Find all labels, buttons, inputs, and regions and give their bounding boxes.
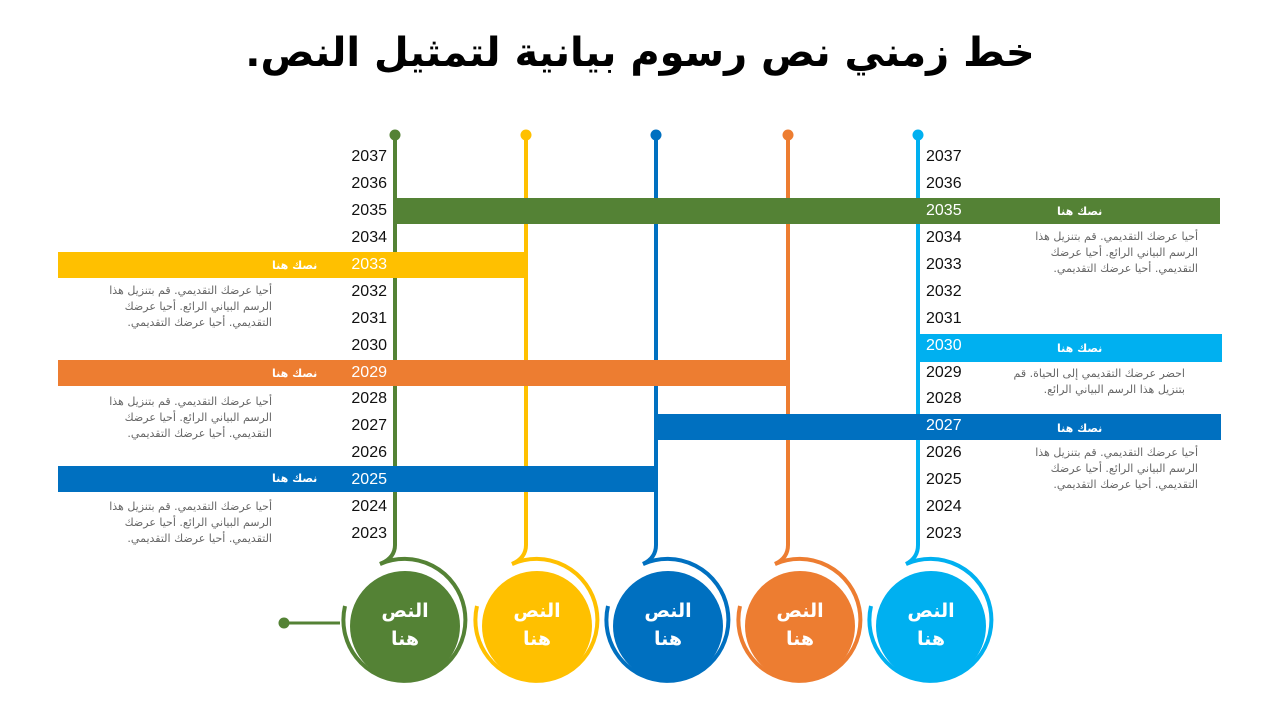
- year-right-2036: 2036: [926, 175, 962, 192]
- circle-orange-text: النص هنا: [745, 597, 855, 653]
- bar-blue-right: [656, 414, 1221, 440]
- circle-blue-ring: [604, 556, 731, 683]
- bar-blue-right-description: أحيا عرضك التقديمي. قم بتنزيل هذا الرسم …: [1035, 446, 1198, 491]
- blue-top-dot: [650, 129, 662, 141]
- green-top-dot: [389, 129, 401, 141]
- bar-yellow-label: نصك هنا: [272, 259, 317, 272]
- bar-green-description: أحيا عرضك التقديمي. قم بتنزيل هذا الرسم …: [1035, 230, 1198, 275]
- year-left-2028: 2028: [351, 390, 387, 407]
- circle-orange: [736, 556, 863, 683]
- circle-lightblue: [867, 556, 994, 683]
- bar-lightblue: [918, 334, 1222, 362]
- circle-green-ring: [341, 556, 468, 683]
- circle-blue-fill: [613, 571, 723, 681]
- circle-orange-line1: النص: [776, 600, 824, 622]
- circle-yellow-text: النص هنا: [482, 597, 592, 653]
- bar-orange: [58, 360, 788, 386]
- year-left-2035: 2035: [351, 202, 387, 219]
- year-right-2031: 2031: [926, 310, 962, 327]
- circle-yellow: [473, 556, 600, 683]
- circle-green-line1: النص: [381, 600, 429, 622]
- bar-orange-label: نصك هنا: [272, 367, 317, 380]
- year-left-2023: 2023: [351, 525, 387, 542]
- year-right-2025: 2025: [926, 471, 962, 488]
- year-right-2030: 2030: [926, 337, 962, 354]
- years-left-column: 2037 2036 2035 2034 2033 2032 2031 2030 …: [351, 148, 387, 542]
- year-left-2029: 2029: [351, 364, 387, 381]
- bar-blue-left-description: أحيا عرضك التقديمي. قم بتنزيل هذا الرسم …: [109, 500, 272, 545]
- timeline-bars: [58, 198, 1222, 492]
- year-right-2032: 2032: [926, 283, 962, 300]
- year-right-2024: 2024: [926, 498, 962, 515]
- bar-green-label: نصك هنا: [1057, 205, 1102, 218]
- timeline-vertical-lines: [379, 129, 924, 566]
- year-right-2034: 2034: [926, 229, 962, 246]
- orange-top-dot: [782, 129, 794, 141]
- year-left-2033: 2033: [351, 256, 387, 273]
- circle-blue: [604, 556, 731, 683]
- bar-lightblue-label: نصك هنا: [1057, 342, 1102, 355]
- bar-lightblue-description: احضر عرضك التقديمي إلى الحياة. قم بتنزيل…: [1013, 367, 1185, 396]
- circle-orange-line2: هنا: [785, 628, 815, 650]
- year-left-2032: 2032: [351, 283, 387, 300]
- year-left-2030: 2030: [351, 337, 387, 354]
- circle-blue-line2: هنا: [653, 628, 683, 650]
- year-left-2027: 2027: [351, 417, 387, 434]
- bar-yellow-description: أحيا عرضك التقديمي. قم بتنزيل هذا الرسم …: [109, 284, 272, 329]
- year-right-2028: 2028: [926, 390, 962, 407]
- circle-lightblue-ring: [867, 556, 994, 683]
- year-left-2025: 2025: [351, 471, 387, 488]
- circle-lightblue-line2: هنا: [916, 628, 946, 650]
- year-left-2036: 2036: [351, 175, 387, 192]
- year-left-2034: 2034: [351, 229, 387, 246]
- year-right-2026: 2026: [926, 444, 962, 461]
- bar-green: [395, 198, 1220, 224]
- year-left-2026: 2026: [351, 444, 387, 461]
- circle-orange-ring: [736, 556, 863, 683]
- bottom-circles: [341, 556, 994, 683]
- circle-lightblue-fill: [876, 571, 986, 681]
- lightblue-top-dot: [912, 129, 924, 141]
- years-right-column: 2037 2036 2035 2034 2033 2032 2031 2030 …: [926, 148, 962, 542]
- circle-lightblue-line1: النص: [907, 600, 955, 622]
- bar-orange-description: أحيا عرضك التقديمي. قم بتنزيل هذا الرسم …: [109, 395, 272, 440]
- circle-blue-text: النص هنا: [613, 597, 723, 653]
- bar-blue-right-label: نصك هنا: [1057, 422, 1102, 435]
- bar-blue-left-label: نصك هنا: [272, 472, 317, 485]
- year-right-2033: 2033: [926, 256, 962, 273]
- circle-yellow-fill: [482, 571, 592, 681]
- slide-title: خط زمني نص رسوم بيانية لتمثيل النص.: [245, 30, 1035, 76]
- circle-yellow-line1: النص: [513, 600, 561, 622]
- year-right-2029: 2029: [926, 364, 962, 381]
- year-left-2037: 2037: [351, 148, 387, 165]
- circle-yellow-ring: [473, 556, 600, 683]
- circle-lightblue-text: النص هنا: [876, 597, 986, 653]
- bar-blue-left: [58, 466, 656, 492]
- year-right-2037: 2037: [926, 148, 962, 165]
- circle-orange-fill: [745, 571, 855, 681]
- year-right-2027: 2027: [926, 417, 962, 434]
- circle-green: [341, 556, 468, 683]
- circle-green-fill: [350, 571, 460, 681]
- year-right-2035: 2035: [926, 202, 962, 219]
- yellow-top-dot: [520, 129, 532, 141]
- bar-labels: نصك هنا نصك هنا نصك هنا نصك هنا نصك هنا …: [272, 205, 1102, 485]
- left-connector: [278, 617, 340, 629]
- year-right-2023: 2023: [926, 525, 962, 542]
- circle-yellow-line2: هنا: [522, 628, 552, 650]
- circle-green-line2: هنا: [390, 628, 420, 650]
- left-connector-dot: [278, 617, 290, 629]
- circle-green-text: النص هنا: [350, 597, 460, 653]
- year-left-2024: 2024: [351, 498, 387, 515]
- bar-yellow: [58, 252, 526, 278]
- circle-blue-line1: النص: [644, 600, 692, 622]
- year-left-2031: 2031: [351, 310, 387, 327]
